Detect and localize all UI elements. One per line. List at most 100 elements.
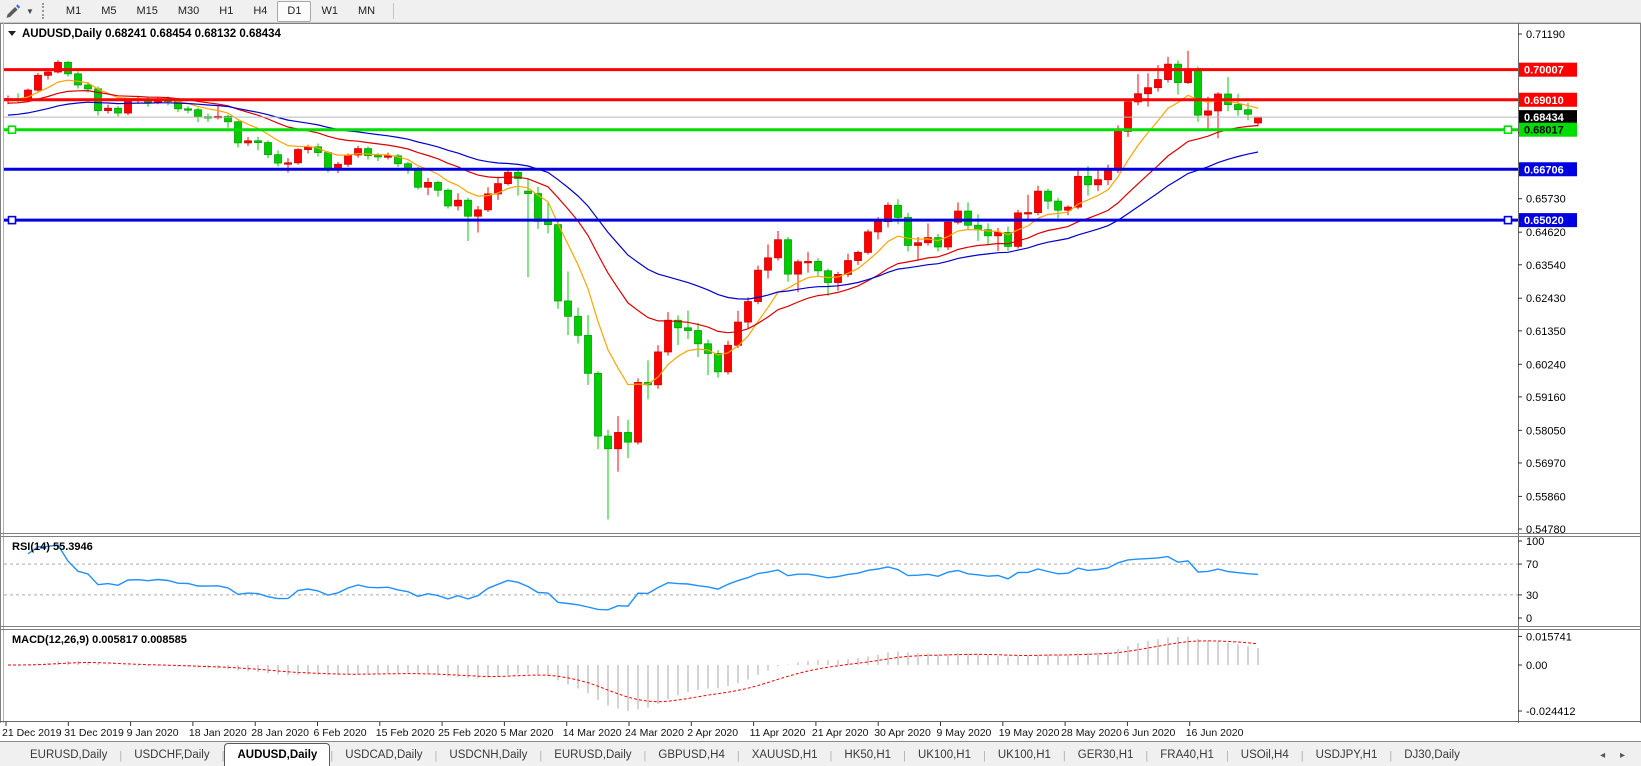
candle-body (794, 261, 802, 275)
candle-body (1164, 63, 1172, 80)
symbol-tab-UK100-H1-9[interactable]: UK100,H1 (917, 749, 971, 761)
candle-body (894, 204, 902, 218)
symbol-tab-USDCAD-Daily-3[interactable]: USDCAD,Daily (345, 749, 423, 761)
macd-signal-line (8, 640, 1259, 703)
toolbar: ▼ M1 M5 M15 M30 H1 H4 D1 W1 MN (0, 0, 1641, 23)
timeframe-button-M1[interactable]: M1 (56, 1, 91, 22)
symbol-tab-USDCHF-Daily-1[interactable]: USDCHF,Daily (134, 749, 210, 761)
candle-body (1024, 212, 1032, 215)
price-tick-label: 0.64620 (1526, 227, 1566, 239)
candle-body (444, 189, 452, 207)
macd-tick-label: -0.024412 (1526, 706, 1576, 718)
symbol-tab-EURUSD-Daily-0[interactable]: EURUSD,Daily (30, 749, 108, 761)
time-tick-label: 18 Jan 2020 (189, 727, 247, 739)
time-tick-label: 24 Mar 2020 (625, 727, 684, 739)
candle-body (614, 432, 622, 450)
candle-body (524, 190, 532, 194)
candle-body (264, 142, 272, 156)
candle-body (1154, 79, 1162, 89)
candle-body (554, 224, 562, 302)
candle-body (64, 61, 72, 75)
candle-body (994, 232, 1002, 237)
candle-body (624, 432, 632, 443)
timeframe-button-group: M1 M5 M15 M30 H1 H4 D1 W1 MN (56, 0, 395, 22)
symbol-tab-AUDUSD-Daily-2[interactable]: AUDUSD,Daily (224, 743, 331, 766)
tab-scroll-arrows[interactable]: ◂ ▸ (1600, 750, 1631, 761)
candle-body (854, 251, 862, 261)
tab-divider: | (119, 750, 123, 762)
symbol-tab-USOil-H4-13[interactable]: USOil,H4 (1240, 749, 1289, 761)
candle-body (584, 334, 592, 374)
symbol-tab-UK100-H1-10[interactable]: UK100,H1 (997, 749, 1051, 761)
tab-divider: | (643, 750, 647, 762)
symbol-tab-USDCNH-Daily-4[interactable]: USDCNH,Daily (449, 749, 528, 761)
candle-body (74, 73, 82, 86)
candle-body (924, 237, 932, 244)
tab-divider: | (1300, 750, 1304, 762)
line-handle[interactable] (7, 125, 17, 135)
candle-body (1104, 169, 1112, 181)
candle-body (1114, 131, 1122, 171)
price-chart-canvas[interactable]: 0.711900.679200.657300.646200.635400.624… (0, 23, 1641, 741)
toolbar-grip[interactable] (41, 3, 48, 19)
symbol-tab-GER30-H1-11[interactable]: GER30,H1 (1077, 749, 1134, 761)
timeframe-button-M5[interactable]: M5 (91, 1, 126, 22)
time-tick-label: 9 Jan 2020 (127, 727, 179, 739)
candle-body (834, 274, 842, 283)
line-handle[interactable] (7, 215, 17, 225)
candle-body (224, 115, 232, 123)
time-tick-label: 14 Mar 2020 (563, 727, 622, 739)
candle-body (284, 162, 292, 165)
candle-body (454, 199, 462, 207)
symbol-tab-XAUUSD-H1-7[interactable]: XAUUSD,H1 (751, 749, 818, 761)
candle-body (104, 107, 112, 112)
timeframe-button-MN[interactable]: MN (348, 1, 385, 22)
candle-body (564, 300, 572, 317)
symbol-tab-HK50-H1-8[interactable]: HK50,H1 (844, 749, 892, 761)
candle-body (714, 353, 722, 373)
timeframe-button-H1[interactable]: H1 (209, 1, 243, 22)
time-tick-label: 28 May 2020 (1061, 727, 1122, 739)
price-chip-0.70007-label: 0.70007 (1524, 65, 1564, 77)
timeframe-button-D1[interactable]: D1 (277, 0, 312, 22)
candle-body (374, 155, 382, 158)
symbol-tab-DJ30-Daily-15[interactable]: DJ30,Daily (1404, 749, 1460, 761)
candle-body (754, 269, 762, 302)
symbol-tab-USDJPY-H1-14[interactable]: USDJPY,H1 (1315, 749, 1378, 761)
price-chip-0.70007 (1519, 62, 1577, 77)
candle-body (324, 152, 332, 169)
price-chip-0.65020 (1519, 213, 1577, 228)
candle-body (594, 372, 602, 437)
timeframe-button-M30[interactable]: M30 (168, 1, 209, 22)
candle-body (1184, 69, 1192, 83)
candle-body (1134, 93, 1142, 103)
timeframe-button-H4[interactable]: H4 (243, 1, 277, 22)
candles[interactable] (4, 50, 1262, 520)
candle-body (1174, 63, 1182, 83)
symbol-tab-EURUSD-Daily-5[interactable]: EURUSD,Daily (554, 749, 632, 761)
candle-body (804, 261, 812, 264)
time-tick-label: 6 Jun 2020 (1123, 727, 1175, 739)
price-tick-label: 0.71190 (1526, 29, 1565, 41)
collapse-triangle-icon[interactable] (8, 31, 16, 36)
time-tick-label: 21 Apr 2020 (812, 727, 869, 739)
candle-body (1244, 109, 1252, 115)
time-tick-label: 2 Apr 2020 (687, 727, 738, 739)
timeframe-button-W1[interactable]: W1 (311, 1, 348, 22)
price-chip-0.68017 (1519, 122, 1577, 137)
tab-divider: | (1389, 750, 1393, 762)
candle-body (1054, 200, 1062, 211)
dropdown-arrow-icon[interactable]: ▼ (26, 6, 34, 16)
style-tool-icon[interactable] (0, 1, 26, 21)
symbol-tab-GBPUSD-H4-6[interactable]: GBPUSD,H4 (658, 749, 725, 761)
rsi-tick-label: 30 (1526, 590, 1538, 602)
symbol-tab-FRA40-H1-12[interactable]: FRA40,H1 (1160, 749, 1214, 761)
line-handle[interactable] (1503, 125, 1513, 135)
symbol-tab-bar: EURUSD,Daily | USDCHF,Daily | AUDUSD,Daily | U… (0, 741, 1641, 766)
candle-body (274, 154, 282, 164)
tab-divider: | (221, 750, 225, 762)
timeframe-button-M15[interactable]: M15 (126, 1, 167, 22)
line-handle[interactable] (1503, 215, 1513, 225)
price-chip-0.66706 (1519, 162, 1577, 177)
candle-body (634, 382, 642, 443)
